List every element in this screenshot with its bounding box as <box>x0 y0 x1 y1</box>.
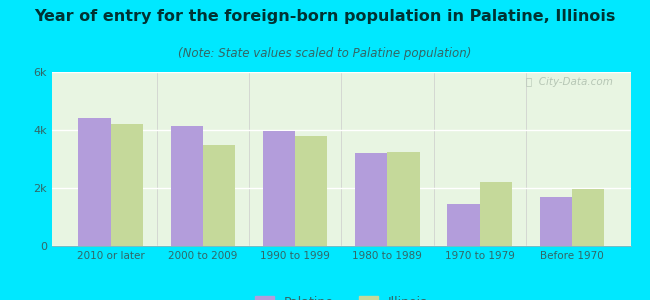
Bar <box>263 130 295 246</box>
Bar <box>387 152 420 246</box>
Text: (Note: State values scaled to Palatine population): (Note: State values scaled to Palatine p… <box>178 46 472 59</box>
Bar <box>540 197 572 246</box>
Legend: Palatine, Illinois: Palatine, Illinois <box>250 290 432 300</box>
Bar <box>480 182 512 246</box>
Bar <box>78 118 111 246</box>
Bar <box>111 124 143 246</box>
Bar <box>170 126 203 246</box>
Bar <box>355 153 387 246</box>
Bar <box>572 190 604 246</box>
Text: Year of entry for the foreign-born population in Palatine, Illinois: Year of entry for the foreign-born popul… <box>34 9 616 24</box>
Text: ⓘ  City-Data.com: ⓘ City-Data.com <box>526 77 613 87</box>
Bar <box>203 145 235 246</box>
Bar <box>295 136 328 246</box>
Bar <box>447 204 480 246</box>
